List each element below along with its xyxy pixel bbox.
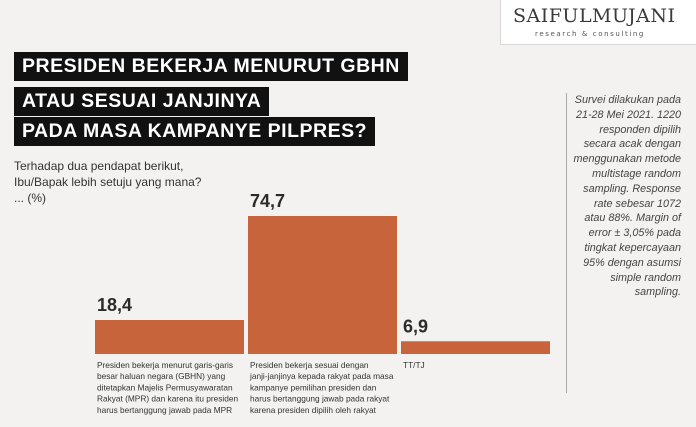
survey-note: Survei dilakukan pada 21-28 Mei 2021. 12…: [566, 93, 685, 393]
bar-value-label-3: 6,9: [403, 316, 428, 336]
bar-value-label-1: 18,4: [97, 295, 132, 315]
survey-note-text: Survei dilakukan pada 21-28 Mei 2021. 12…: [573, 94, 681, 299]
logo-name: SAIFULMUJANI: [513, 5, 676, 27]
title-line-3: PADA MASA KAMPANYE PILPRES?: [14, 117, 376, 146]
category-label-2: Presiden bekerja sesuai dengan janji-janj…: [249, 360, 394, 415]
bar-2: [248, 216, 397, 354]
question-text: Terhadap dua pendapat berikut, Ibu/Bapak…: [14, 159, 202, 205]
title-line-2: ATAU SESUAI JANJINYA: [14, 87, 270, 116]
bar-value-label-2: 74,7: [250, 191, 285, 211]
logo-tagline: research & consulting: [535, 30, 645, 38]
bar-3: [401, 341, 550, 354]
title-line-1: PRESIDEN BEKERJA MENURUT GBHN: [14, 52, 408, 81]
category-label-3: TT/TJ: [403, 360, 425, 370]
logo: SAIFULMUJANI research & consulting: [500, 0, 696, 45]
category-label-1: Presiden bekerja menurut garis-garis besa…: [97, 360, 238, 415]
bar-1: [95, 320, 244, 354]
